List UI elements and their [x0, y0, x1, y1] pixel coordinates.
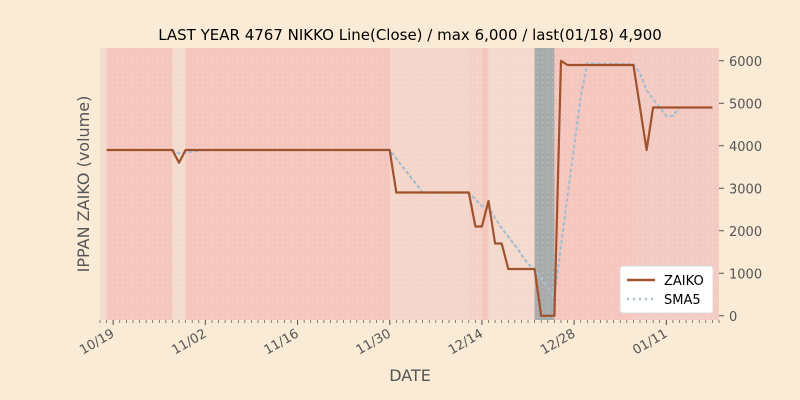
y-tick-label: 6000: [729, 55, 762, 70]
x-tick-label: 11/16: [262, 326, 302, 358]
y-tick-label: 4000: [729, 140, 762, 155]
legend-sma5-label: SMA5: [664, 293, 701, 308]
series-line-sma5: [171, 62, 681, 301]
y-tick-label: 2000: [729, 225, 762, 240]
y-tick-label: 1000: [729, 267, 762, 282]
legend: ZAIKO SMA5: [619, 265, 714, 314]
y-axis-ticks: 0 1000 2000 3000 4000 5000 6000: [719, 55, 762, 325]
plot-area: [100, 48, 719, 320]
y-tick-label: 0: [729, 310, 737, 325]
y-tick-label: 3000: [729, 182, 762, 197]
x-tick-label: 01/11: [630, 326, 670, 358]
series-line-zaiko: [106, 59, 713, 317]
x-tick-label: 10/19: [77, 326, 117, 358]
legend-box: [619, 265, 714, 314]
x-tick-label: 11/02: [169, 326, 209, 358]
legend-zaiko-label: ZAIKO: [664, 274, 704, 289]
series-lines: [106, 59, 713, 317]
x-axis-label: DATE: [389, 366, 431, 385]
y-axis-label: IPPAN ZAIKO (volume): [74, 96, 93, 273]
x-tick-label: 12/14: [446, 326, 486, 358]
x-axis-ticks: 10/19 11/02 11/16 11/30 12/14 12/28 01/11: [77, 320, 720, 358]
chart-title: LAST YEAR 4767 NIKKO Line(Close) / max 6…: [158, 26, 662, 44]
y-tick-label: 5000: [729, 97, 762, 112]
x-tick-label: 11/30: [354, 326, 394, 358]
x-tick-label: 12/28: [538, 326, 578, 358]
dot-pattern-overlay: [100, 48, 719, 320]
